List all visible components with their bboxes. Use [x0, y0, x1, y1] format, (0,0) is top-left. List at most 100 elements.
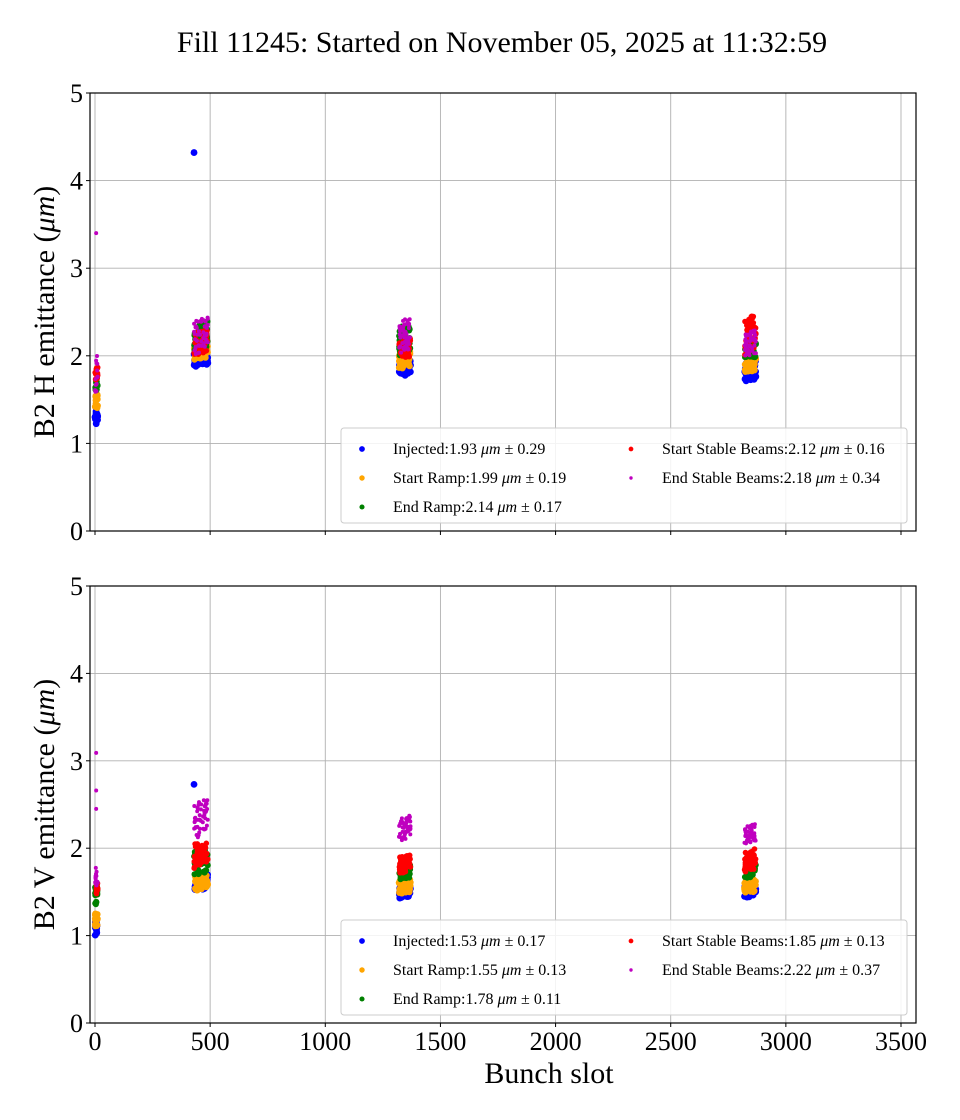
- y-axis-label-text: B2 H emittance (: [28, 232, 61, 438]
- data-point: [752, 836, 757, 841]
- legend-label: Injected:1.93 μm ± 0.29: [393, 441, 545, 458]
- data-point: [398, 335, 403, 340]
- legend-label: End Stable Beams:2.18 μm ± 0.34: [662, 470, 880, 487]
- data-point: [92, 415, 100, 423]
- data-point: [402, 333, 406, 338]
- data-point: [191, 858, 198, 865]
- data-point: [94, 361, 99, 365]
- data-point: [403, 822, 408, 826]
- data-point: [93, 388, 98, 393]
- data-point: [204, 339, 209, 344]
- data-point: [192, 331, 197, 336]
- data-point: [406, 326, 411, 331]
- legend-label: Start Stable Beams:2.12 μm ± 0.16: [662, 441, 885, 458]
- data-point: [399, 819, 403, 824]
- data-point: [195, 882, 202, 889]
- data-point: [407, 882, 414, 889]
- data-point: [193, 815, 198, 820]
- data-point: [204, 823, 209, 828]
- data-point: [192, 361, 199, 369]
- data-point: [407, 335, 412, 340]
- data-point: [744, 333, 749, 338]
- legend-marker: [359, 504, 365, 510]
- series-end-stable-beams: [93, 231, 758, 394]
- legend-marker: [359, 475, 365, 481]
- legend-label: Injected:1.53 μm ± 0.17: [393, 933, 545, 950]
- legend-label: Start Ramp:1.55 μm ± 0.13: [393, 962, 566, 979]
- x-tick-label: 1000: [299, 1027, 351, 1056]
- data-point: [402, 832, 407, 837]
- data-point: [94, 916, 101, 923]
- data-point: [203, 867, 210, 874]
- y-axis-label: B2 V emittance (μm): [28, 679, 61, 930]
- data-point: [397, 345, 402, 350]
- y-tick-label: 2: [70, 342, 83, 371]
- data-point: [202, 808, 207, 813]
- data-point: [752, 373, 760, 381]
- data-point: [205, 315, 210, 320]
- data-point: [201, 330, 206, 335]
- data-point: [746, 864, 752, 870]
- data-point-outlier: [190, 780, 198, 788]
- data-point: [196, 845, 202, 852]
- data-point: [202, 348, 209, 355]
- data-point: [405, 347, 410, 352]
- data-point: [745, 837, 750, 842]
- data-point: [202, 844, 209, 851]
- legend-label: End Ramp:2.14 μm ± 0.17: [393, 499, 562, 516]
- data-point: [194, 851, 200, 858]
- data-point: [92, 393, 99, 400]
- data-point: [191, 865, 197, 871]
- series-start-ramp: [91, 872, 759, 930]
- data-point: [746, 349, 751, 354]
- x-tick-label: 2000: [530, 1027, 582, 1056]
- data-point: [199, 802, 204, 807]
- data-point: [201, 826, 206, 831]
- data-point: [397, 324, 402, 329]
- data-point: [400, 341, 405, 346]
- legend-label: End Stable Beams:2.22 μm ± 0.37: [662, 962, 880, 979]
- data-point: [202, 812, 207, 817]
- data-point: [93, 922, 101, 929]
- data-point-outlier: [190, 149, 198, 156]
- data-point: [743, 340, 748, 345]
- y-ticks: 0 1 2 3 4 5: [70, 79, 90, 546]
- data-point: [397, 876, 404, 883]
- data-point: [741, 874, 748, 880]
- y-axis-label-paren: ): [28, 186, 61, 196]
- data-point: [95, 368, 100, 373]
- data-point: [204, 331, 209, 336]
- data-point: [404, 816, 409, 821]
- data-point: [199, 339, 204, 344]
- data-point: [94, 869, 99, 874]
- data-point: [203, 850, 210, 857]
- data-point: [194, 869, 200, 876]
- axes-frame: [89, 585, 917, 1024]
- y-ticks: 0 1 2 3 4 5: [70, 572, 90, 1038]
- data-point: [401, 854, 407, 861]
- x-tick-label: 2500: [645, 1027, 697, 1056]
- data-point: [94, 887, 101, 893]
- data-point: [203, 319, 208, 324]
- data-point-outlier: [94, 750, 99, 755]
- data-point: [193, 344, 198, 349]
- data-point: [404, 861, 411, 868]
- data-point: [399, 350, 404, 355]
- y-axis-label-unit: μm: [28, 196, 61, 234]
- data-point-outlier: [94, 231, 99, 236]
- x-tick-label: 3500: [875, 1027, 927, 1056]
- legend-marker: [628, 446, 634, 452]
- data-point: [398, 835, 403, 839]
- x-axis-label: Bunch slot: [484, 1057, 614, 1090]
- panel-bottom-v-emittance: 0 1 2 3 4 5 0 500 1000 1500 2000 2500 3000 3500 B2 V…: [28, 572, 927, 1090]
- y-tick-label: 0: [70, 1009, 83, 1038]
- data-point: [742, 856, 748, 862]
- data-point: [197, 813, 202, 818]
- x-tick-label: 0: [89, 1027, 102, 1056]
- data-point: [743, 828, 748, 832]
- data-point: [203, 802, 208, 807]
- data-point: [401, 835, 406, 840]
- legend-marker: [359, 967, 365, 973]
- data-point: [747, 344, 752, 349]
- x-tick-label: 1500: [414, 1027, 466, 1056]
